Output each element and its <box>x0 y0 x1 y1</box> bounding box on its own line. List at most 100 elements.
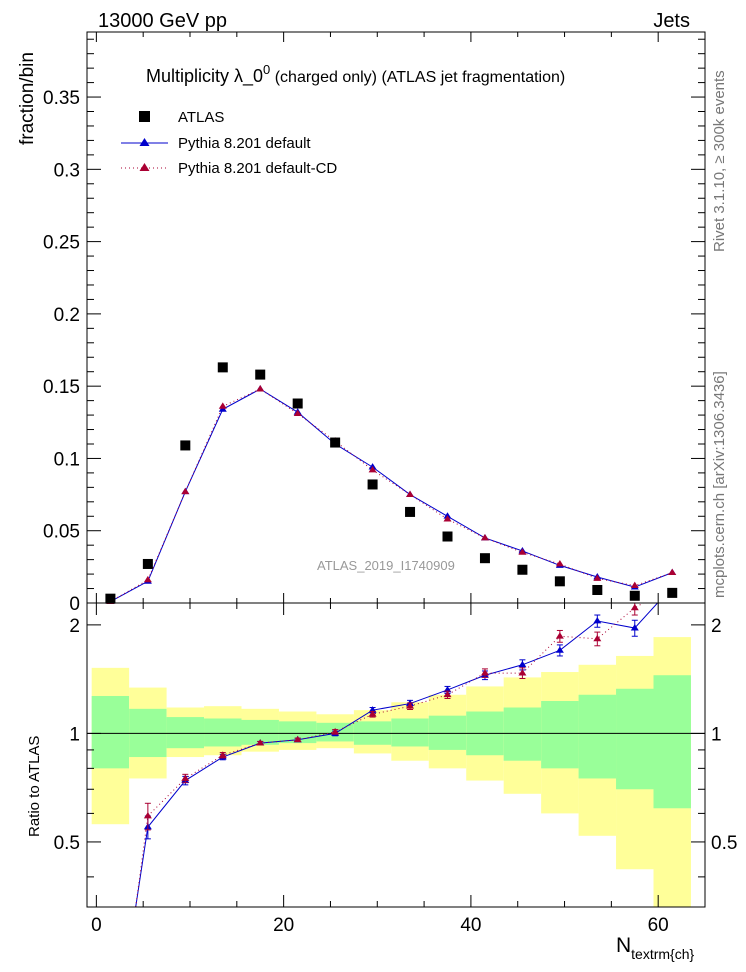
main-y-tick-label: 0.35 <box>43 88 80 109</box>
point-atlas <box>292 398 303 409</box>
band-inner <box>391 718 429 747</box>
point-default-cd <box>406 490 415 497</box>
point-atlas <box>330 437 341 448</box>
plot-title: Multiplicity λ_00 (charged only) (ATLAS … <box>146 62 565 87</box>
rivet-label: Rivet 3.1.10, ≥ 300k events <box>711 70 728 252</box>
ratio-point-default-cd <box>593 634 602 642</box>
mcplots-label: mcplots.cern.ch [arXiv:1306.3436] <box>711 371 728 598</box>
main-series <box>105 362 678 604</box>
ratio-y-tick-label: 1 <box>69 724 80 745</box>
band-inner <box>166 717 205 749</box>
point-atlas <box>592 584 603 595</box>
ratio-point-default-cd <box>518 669 527 676</box>
x-tick-label: 0 <box>91 915 102 936</box>
title-main: Multiplicity λ_0 <box>146 66 263 87</box>
uncertainty-bands <box>87 637 705 907</box>
point-default-cd <box>443 515 452 522</box>
main-y-tick-label: 0.15 <box>43 377 80 398</box>
point-atlas <box>479 553 490 564</box>
legend-marker-default <box>139 138 150 146</box>
point-atlas <box>367 479 378 490</box>
ratio-point-default-cd <box>368 710 377 717</box>
ratio-y-tick-label: 0.5 <box>54 833 80 854</box>
ratio-point-default-cd <box>256 739 265 746</box>
ratio-y-tick-label-right: 2 <box>711 616 722 637</box>
point-default-cd <box>293 409 302 417</box>
point-default-cd <box>518 548 527 555</box>
point-default-cd <box>630 581 639 589</box>
band-inner <box>503 707 542 761</box>
point-default-cd <box>555 559 564 567</box>
ratio-point-default-cd <box>293 735 302 743</box>
header-energy: 13000 GeV pp <box>98 10 227 32</box>
ratio-point-default <box>555 646 564 653</box>
main-axis-ticks: 0 0.05 0.1 0.15 0.2 0.25 0.3 0.35 <box>43 32 705 615</box>
ratio-point-default-cd <box>443 690 452 698</box>
ratio-point-default-cd <box>218 751 227 758</box>
point-atlas <box>629 590 640 601</box>
main-panel: 0 0.05 0.1 0.15 0.2 0.25 0.3 0.35 Multiplicity … <box>17 31 706 615</box>
point-atlas <box>217 362 228 373</box>
ratio-point-default-cd <box>480 669 489 676</box>
legend-label-default-cd: Pythia 8.201 default-CD <box>178 160 337 177</box>
ratio-point-default-cd <box>331 727 340 735</box>
main-y-tick-label: 0.25 <box>43 233 80 254</box>
ratio-point-default <box>368 706 377 713</box>
x-axis-label-sub: textrm{ch} <box>631 946 694 962</box>
band-inner <box>278 721 317 744</box>
point-atlas <box>517 564 528 575</box>
band-inner <box>91 695 130 769</box>
point-default-cd <box>368 466 377 473</box>
legend-marker-atlas <box>139 111 150 122</box>
title-sup: 0 <box>263 62 270 77</box>
y-axis-label: fraction/bin <box>17 52 38 145</box>
analysis-watermark: ATLAS_2019_I1740909 <box>317 558 455 573</box>
main-y-tick-label: 0.05 <box>43 522 80 543</box>
ratio-series-group <box>135 603 659 907</box>
point-atlas <box>554 576 565 587</box>
point-default-cd <box>256 385 265 392</box>
point-default-cd <box>480 533 489 541</box>
legend: ATLAS Pythia 8.201 default Pythia 8.201 … <box>121 109 337 177</box>
ratio-point-default-cd <box>406 702 415 709</box>
main-y-tick-label: 0.1 <box>54 449 80 470</box>
point-atlas <box>442 531 453 542</box>
ratio-axis-ticks: 0 20 40 60 0.5 0.5 1 1 2 2 <box>54 603 737 936</box>
ratio-point-default-cd <box>143 812 152 819</box>
point-default-cd <box>593 574 602 581</box>
point-atlas <box>105 593 116 604</box>
point-atlas <box>142 558 153 569</box>
point-default-cd <box>218 402 227 409</box>
band-inner <box>578 694 617 779</box>
ratio-y-tick-label-right: 1 <box>711 724 722 745</box>
ratio-y-tick-label-right: 0.5 <box>711 833 737 854</box>
ratio-series <box>135 603 659 907</box>
main-y-tick-label: 0.2 <box>54 305 80 326</box>
ratio-frame <box>86 602 706 908</box>
x-axis-label-main: N <box>616 934 631 957</box>
band-inner <box>204 718 242 747</box>
band-inner <box>541 700 579 769</box>
point-default-cd <box>668 568 677 576</box>
ratio-point-default <box>593 617 602 624</box>
title-tail: (charged only) (ATLAS jet fragmentation) <box>270 69 565 86</box>
ratio-point-default-cd <box>181 774 190 781</box>
point-atlas <box>667 587 678 598</box>
main-y-tick-label: 0 <box>69 594 80 615</box>
legend-marker-default-cd <box>139 163 150 171</box>
ratio-line-default <box>135 603 659 907</box>
band-inner <box>428 715 467 750</box>
ratio-point-default <box>518 660 527 668</box>
point-default-cd <box>143 575 152 583</box>
ratio-point-default-cd <box>555 632 564 639</box>
x-tick-label: 20 <box>273 915 294 936</box>
point-atlas <box>180 440 191 451</box>
series-line-default <box>110 388 673 602</box>
band-inner <box>653 675 691 809</box>
x-axis-label: Ntextrm{ch} <box>616 934 695 962</box>
legend-label-atlas: ATLAS <box>178 109 224 126</box>
header-jets: Jets <box>653 10 690 32</box>
ratio-point-default <box>630 624 639 631</box>
point-atlas <box>405 506 416 517</box>
